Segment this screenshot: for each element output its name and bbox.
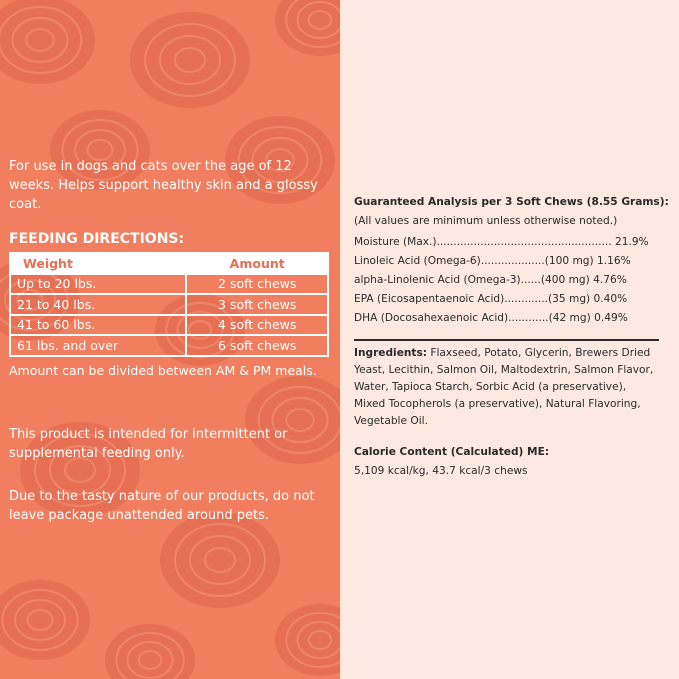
table-row: 21 to 40 lbs. 3 soft chews: [8, 293, 329, 316]
salmon-steak-shape: [245, 376, 340, 464]
intro-text: For use in dogs and cats over the age of…: [9, 159, 318, 212]
amount-cell: 6 soft chews: [185, 334, 329, 357]
supplemental-note: This product is intended for intermitten…: [9, 427, 288, 461]
weight-cell: 61 lbs. and over: [8, 334, 188, 357]
feeding-table: Weight Amount Up to 20 lbs. 2 soft chews 2…: [8, 252, 329, 357]
salmon-steak-shape: [275, 604, 340, 676]
feeding-directions-title: FEEDING DIRECTIONS:: [9, 231, 185, 247]
table-row: 41 to 60 lbs. 4 soft chews: [8, 313, 329, 336]
salmon-steak-shape: [20, 422, 140, 518]
salmon-steak-shape: [225, 116, 335, 204]
amount-cell: 3 soft chews: [185, 293, 329, 316]
guaranteed-analysis-note: (All values are minimum unless otherwise…: [354, 215, 618, 227]
header-amount: Amount: [185, 252, 329, 275]
divider: [354, 339, 659, 341]
analysis-row: Moisture (Max.).........................…: [354, 236, 649, 248]
divide-note: Amount can be divided between AM & PM me…: [9, 363, 317, 378]
weight-cell: 21 to 40 lbs.: [8, 293, 188, 316]
ingredients-label: Ingredients:: [354, 347, 428, 359]
analysis-row: Linoleic Acid (Omega-6).................…: [354, 255, 631, 267]
amount-cell: 2 soft chews: [185, 272, 329, 295]
table-row: Up to 20 lbs. 2 soft chews: [8, 272, 329, 295]
analysis-row: EPA (Eicosapentaenoic Acid).............…: [354, 293, 628, 305]
header-weight: Weight: [8, 252, 188, 275]
salmon-steak-shape: [0, 580, 90, 660]
salmon-steak-shape: [50, 110, 150, 190]
salmon-steak-shape: [105, 624, 195, 679]
ingredients: Ingredients: Flaxseed, Potato, Glycerin,…: [354, 345, 659, 430]
analysis-row: DHA (Docosahexaenoic Acid)............(4…: [354, 312, 628, 324]
calorie-content: 5,109 kcal/kg, 43.7 kcal/3 chews: [354, 465, 528, 477]
salmon-pattern-background: [0, 0, 340, 679]
salmon-steak-shape: [130, 12, 250, 108]
weight-cell: Up to 20 lbs.: [8, 272, 188, 295]
guaranteed-analysis-title: Guaranteed Analysis per 3 Soft Chews (8.…: [354, 196, 669, 208]
analysis-row: alpha-Linolenic Acid (Omega-3)......(400…: [354, 274, 627, 286]
amount-cell: 4 soft chews: [185, 313, 329, 336]
table-header-row: Weight Amount: [8, 252, 329, 275]
warning-note: Due to the tasty nature of our products,…: [9, 489, 315, 523]
salmon-steak-shape: [275, 0, 340, 56]
ingredients-list: Flaxseed, Potato, Glycerin, Brewers Drie…: [354, 347, 654, 427]
calorie-title: Calorie Content (Calculated) ME:: [354, 446, 550, 458]
left-panel: For use in dogs and cats over the age of…: [0, 0, 340, 679]
table-row: 61 lbs. and over 6 soft chews: [8, 334, 329, 357]
salmon-steak-shape: [0, 0, 95, 84]
weight-cell: 41 to 60 lbs.: [8, 313, 188, 336]
salmon-steak-shape: [160, 512, 280, 608]
